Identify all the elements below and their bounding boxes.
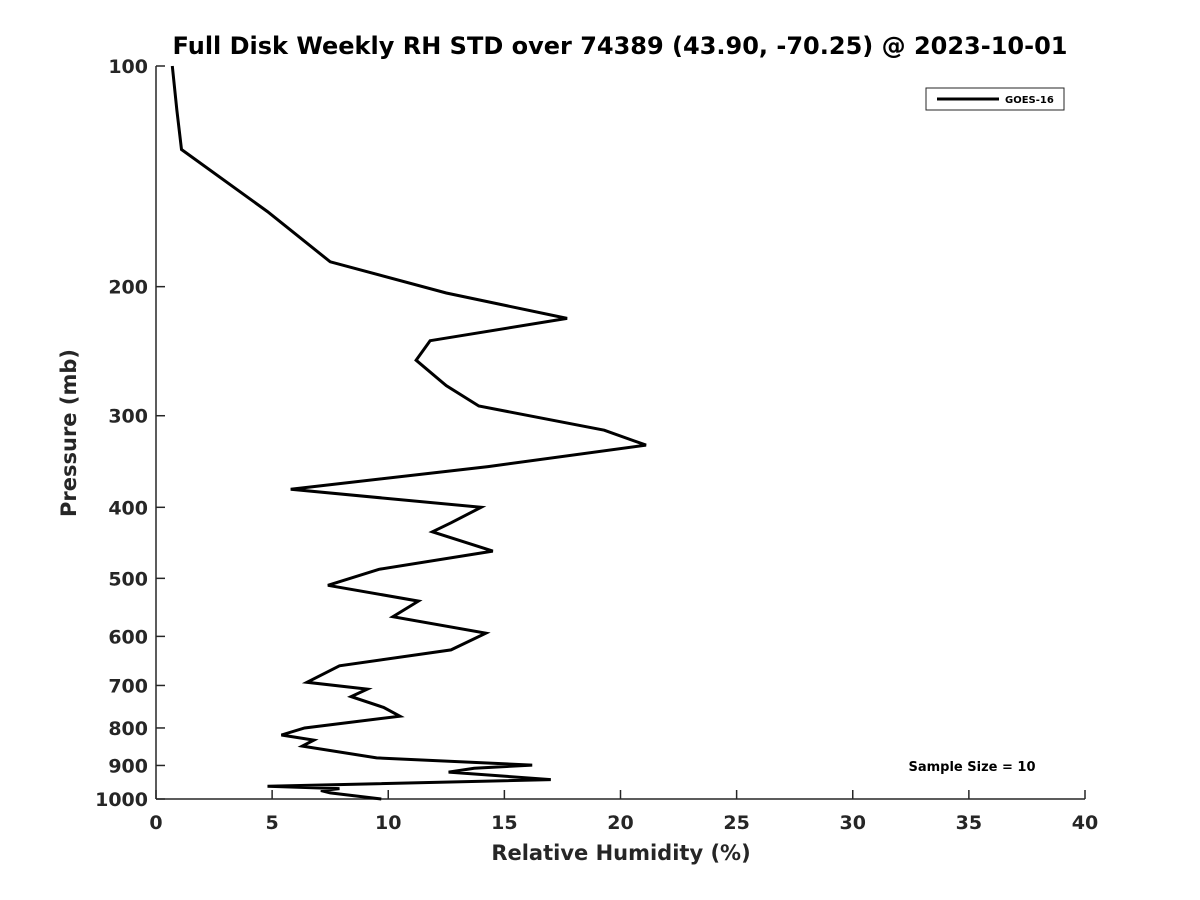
x-tick-label: 30 <box>840 812 866 834</box>
y-tick-label: 700 <box>108 675 148 697</box>
y-tick-label: 300 <box>108 406 148 428</box>
series-layer <box>170 65 647 801</box>
x-tick-label: 10 <box>375 812 401 834</box>
y-tick-label: 1000 <box>95 789 148 811</box>
x-tick-label: 25 <box>723 812 749 834</box>
y-tick-label: 400 <box>108 497 148 519</box>
x-tick-label: 35 <box>956 812 982 834</box>
y-axis-label: Pressure (mb) <box>57 349 81 517</box>
y-tick-label: 600 <box>108 626 148 648</box>
y-tick-label: 100 <box>108 56 148 78</box>
y-tick-label: 500 <box>108 568 148 590</box>
sample-size-annotation: Sample Size = 10 <box>908 760 1035 775</box>
x-tick-label: 0 <box>149 812 162 834</box>
x-axis: 0 5 10 15 20 25 30 35 40 <box>149 790 1098 834</box>
x-axis-label: Relative Humidity (%) <box>491 841 750 865</box>
legend-label: GOES-16 <box>1005 95 1054 106</box>
chart-title: Full Disk Weekly RH STD over 74389 (43.9… <box>173 32 1068 60</box>
x-tick-label: 15 <box>491 812 517 834</box>
y-tick-label: 800 <box>108 718 148 740</box>
series-line-goes-16 <box>170 65 647 801</box>
y-tick-label: 200 <box>108 277 148 299</box>
x-tick-label: 5 <box>266 812 279 834</box>
legend: GOES-16 <box>925 87 1065 111</box>
y-axis: 100 200 300 400 500 600 700 800 900 1000 <box>95 56 165 811</box>
x-tick-label: 40 <box>1072 812 1098 834</box>
x-tick-label: 20 <box>607 812 633 834</box>
y-tick-label: 900 <box>108 755 148 777</box>
